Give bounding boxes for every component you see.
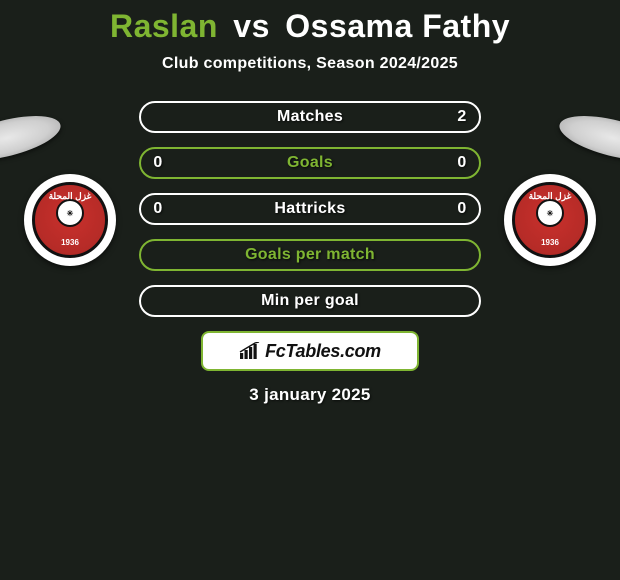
stat-left-value: 0 [141,154,175,172]
club-badge-left: غزل المحلة ✳ 1936 [24,174,116,266]
stat-right-value: 2 [445,108,479,126]
stat-row-hattricks: 0 Hattricks 0 [139,193,481,225]
club-badge-right: غزل المحلة ✳ 1936 [504,174,596,266]
brand-text: FcTables.com [265,341,381,362]
stat-row-min-per-goal: Min per goal [139,285,481,317]
stat-row-matches: Matches 2 [139,101,481,133]
badge-right-text: غزل المحلة [515,191,585,202]
stat-label: Goals [175,154,445,172]
club-badge-right-inner: غزل المحلة ✳ 1936 [512,182,588,258]
date-text: 3 january 2025 [0,385,620,405]
subtitle: Club competitions, Season 2024/2025 [0,55,620,73]
title-player2: Ossama Fathy [285,8,510,44]
badge-right-center-icon: ✳ [536,199,564,227]
club-badge-left-inner: غزل المحلة ✳ 1936 [32,182,108,258]
badge-left-center-icon: ✳ [56,199,84,227]
stat-right-value: 0 [445,154,479,172]
stat-row-goals-per-match: Goals per match [139,239,481,271]
stats-table: Matches 2 0 Goals 0 0 Hattricks 0 Goals … [139,101,481,317]
stat-label: Min per goal [175,292,445,310]
badge-right-year: 1936 [515,238,585,247]
stat-label: Matches [175,108,445,126]
root: Raslan vs Ossama Fathy Club competitions… [0,0,620,405]
stat-left-value: 0 [141,200,175,218]
badge-left-text: غزل المحلة [35,191,105,202]
title-player1: Raslan [110,8,218,44]
stat-row-goals: 0 Goals 0 [139,147,481,179]
bar-chart-icon [239,342,261,360]
decor-ellipse-right [555,107,620,169]
decor-ellipse-left [0,107,65,169]
page-title: Raslan vs Ossama Fathy [0,8,620,45]
badge-left-year: 1936 [35,238,105,247]
stat-label: Goals per match [175,246,445,264]
title-vs: vs [233,8,270,44]
brand-box: FcTables.com [201,331,419,371]
stat-right-value: 0 [445,200,479,218]
stat-label: Hattricks [175,200,445,218]
